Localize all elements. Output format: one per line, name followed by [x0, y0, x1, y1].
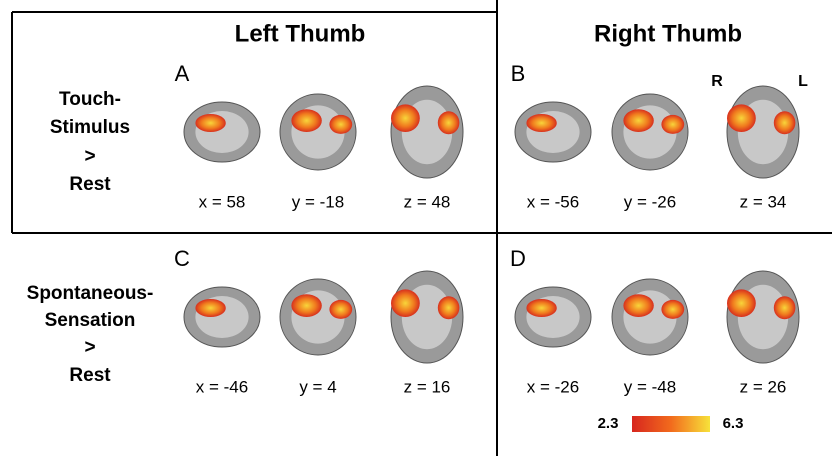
row-label: Stimulus	[50, 117, 130, 138]
row-label: >	[84, 146, 95, 167]
activation	[526, 114, 556, 132]
activation	[438, 296, 460, 319]
orientation-label: L	[798, 73, 808, 90]
activation	[526, 299, 556, 317]
activation	[329, 300, 352, 319]
row-label: Sensation	[45, 310, 136, 331]
slice-coordinate: z = 48	[404, 192, 451, 211]
slice-coordinate: y = 4	[299, 377, 336, 396]
slice-coordinate: x = 58	[199, 192, 246, 211]
slice-coordinate: z = 26	[740, 377, 787, 396]
slice-coordinate: x = -26	[527, 377, 579, 396]
panel-letter: C	[174, 246, 190, 271]
orientation-label: R	[711, 73, 723, 90]
panel-letter: D	[510, 246, 526, 271]
slice-coordinate: x = -56	[527, 192, 579, 211]
panel-letter: B	[511, 61, 526, 86]
activation	[438, 111, 460, 134]
column-header: Right Thumb	[594, 20, 742, 47]
slice-coordinate: y = -18	[292, 192, 344, 211]
activation	[774, 111, 796, 134]
slice-coordinate: x = -46	[196, 377, 248, 396]
row-label: Rest	[69, 365, 111, 386]
activation	[391, 289, 420, 317]
activation	[329, 115, 352, 134]
activation	[727, 104, 756, 132]
panel-letter: A	[175, 61, 190, 86]
column-header: Left Thumb	[235, 20, 366, 47]
colorbar-max: 6.3	[723, 415, 744, 432]
row-label: Rest	[69, 174, 111, 195]
colorbar-min: 2.3	[598, 415, 619, 432]
slice-coordinate: z = 34	[740, 192, 787, 211]
activation	[774, 296, 796, 319]
slice-coordinate: y = -26	[624, 192, 676, 211]
activation	[661, 300, 684, 319]
row-label: >	[84, 337, 95, 358]
activation	[195, 299, 225, 317]
activation	[727, 289, 756, 317]
figure: Left Thumb Right Thumb Touch- Stimulus > Rest…	[0, 0, 832, 456]
activation	[195, 114, 225, 132]
activation	[623, 109, 653, 132]
activation	[291, 109, 321, 132]
activation	[291, 294, 321, 317]
activation	[391, 104, 420, 132]
activation	[661, 115, 684, 134]
slice-coordinate: y = -48	[624, 377, 676, 396]
row-label: Spontaneous-	[27, 283, 154, 304]
slice-coordinate: z = 16	[404, 377, 451, 396]
row-label: Touch-	[59, 89, 121, 110]
activation	[623, 294, 653, 317]
colorbar	[632, 416, 710, 432]
